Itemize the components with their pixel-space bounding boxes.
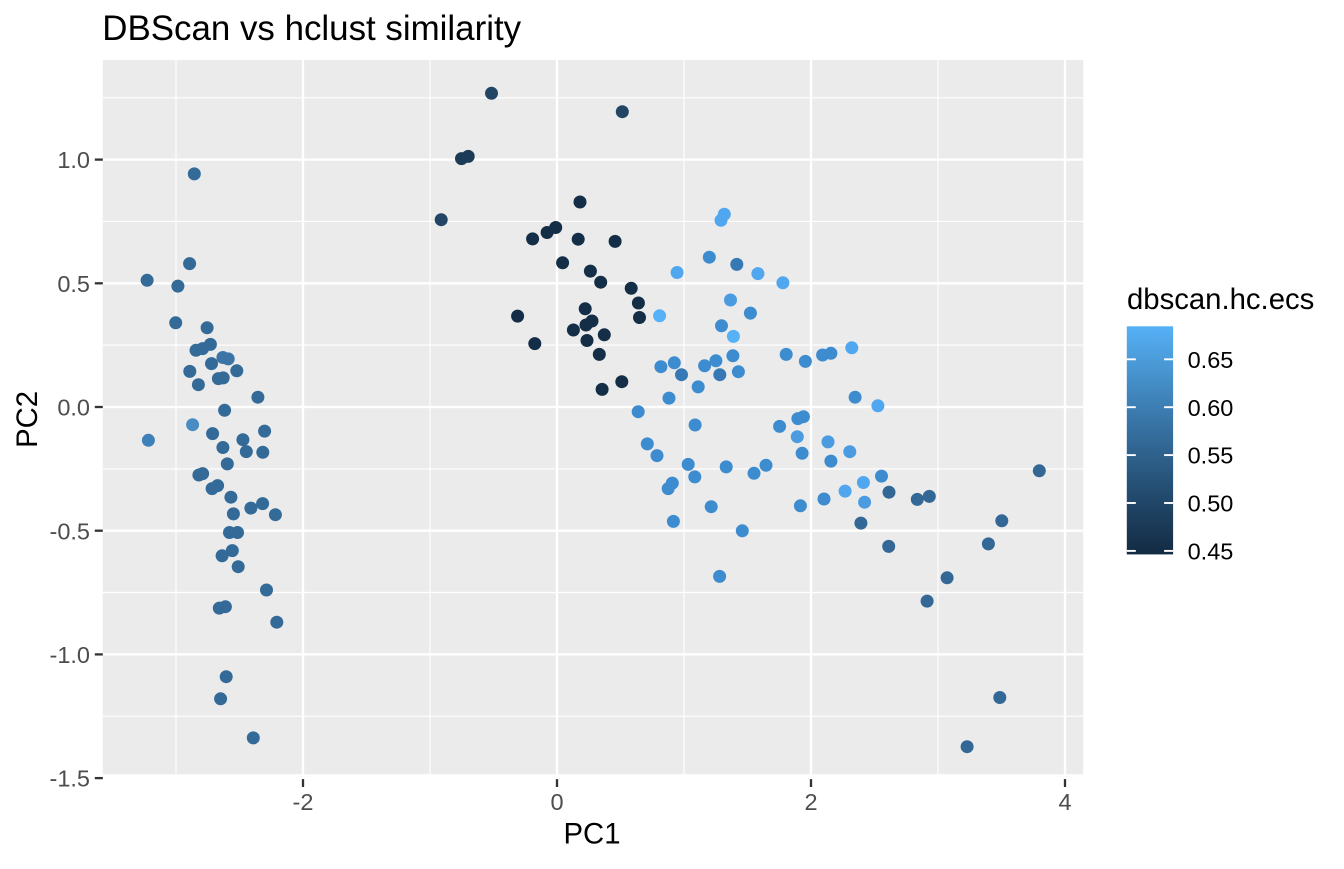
- svg-text:-0.5: -0.5: [50, 518, 91, 544]
- svg-text:DBScan vs hclust similarity: DBScan vs hclust similarity: [102, 9, 521, 48]
- svg-text:dbscan.hc.ecs: dbscan.hc.ecs: [1127, 283, 1314, 316]
- svg-text:0.55: 0.55: [1188, 443, 1234, 469]
- svg-text:-1.5: -1.5: [50, 766, 91, 792]
- svg-text:PC1: PC1: [564, 818, 621, 851]
- svg-text:0.5: 0.5: [57, 271, 90, 297]
- svg-text:0.50: 0.50: [1188, 491, 1234, 517]
- svg-text:0.60: 0.60: [1188, 395, 1234, 421]
- svg-text:0.45: 0.45: [1188, 539, 1234, 565]
- svg-text:PC2: PC2: [11, 391, 44, 448]
- svg-text:0: 0: [550, 789, 563, 815]
- svg-text:0.65: 0.65: [1188, 347, 1234, 373]
- svg-text:0.0: 0.0: [57, 395, 90, 421]
- svg-text:-2: -2: [293, 789, 314, 815]
- svg-text:-1.0: -1.0: [50, 642, 91, 668]
- svg-text:2: 2: [804, 789, 817, 815]
- svg-text:4: 4: [1058, 789, 1071, 815]
- svg-text:1.0: 1.0: [57, 147, 90, 173]
